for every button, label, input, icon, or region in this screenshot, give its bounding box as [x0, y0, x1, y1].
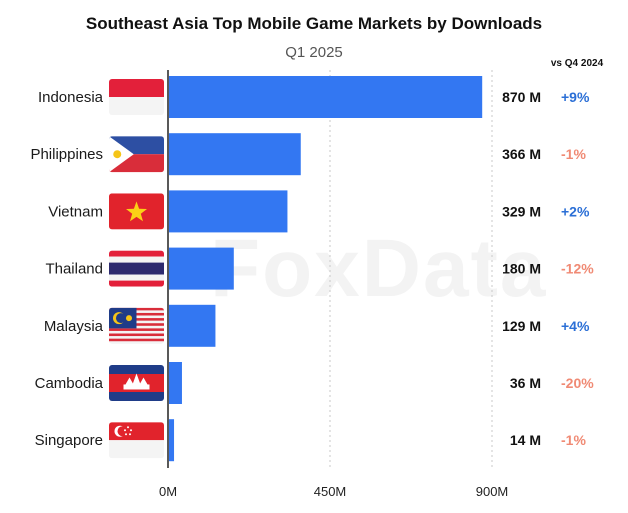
value-label: 14 M — [510, 432, 541, 448]
x-tick-label: 450M — [314, 484, 347, 499]
bar — [169, 76, 483, 118]
chart-subtitle: Q1 2025 — [285, 44, 343, 61]
watermark: FoxData — [210, 223, 548, 314]
bar — [169, 133, 301, 176]
category-label: Indonesia — [38, 89, 104, 106]
category-label: Thailand — [45, 261, 103, 278]
category-label: Singapore — [35, 432, 103, 449]
category-label: Cambodia — [35, 375, 104, 392]
value-label: 329 M — [502, 203, 541, 219]
change-label: +9% — [561, 89, 590, 105]
value-label: 180 M — [502, 261, 541, 277]
bar — [169, 190, 288, 233]
x-tick-label: 0M — [159, 484, 177, 499]
vietnam-flag-icon — [109, 193, 164, 230]
bar — [169, 304, 216, 347]
change-label: -12% — [561, 261, 594, 277]
change-label: +2% — [561, 203, 590, 219]
philippines-flag-icon — [109, 136, 164, 173]
malaysia-flag-icon — [109, 307, 164, 344]
thailand-flag-icon — [109, 250, 164, 287]
category-label: Vietnam — [48, 203, 103, 220]
change-label: -20% — [561, 375, 594, 391]
x-tick-label: 900M — [476, 484, 509, 499]
category-label: Malaysia — [44, 318, 104, 335]
change-label: -1% — [561, 432, 586, 448]
value-label: 36 M — [510, 375, 541, 391]
change-label: +4% — [561, 318, 590, 334]
value-label: 129 M — [502, 318, 541, 334]
value-label: 366 M — [502, 146, 541, 162]
change-label: -1% — [561, 146, 586, 162]
chart-title: Southeast Asia Top Mobile Game Markets b… — [85, 14, 543, 33]
comparison-header: vs Q4 2024 — [550, 58, 604, 69]
singapore-flag-icon — [109, 422, 164, 459]
bar — [169, 419, 175, 462]
category-label: Philippines — [30, 146, 103, 163]
cambodia-flag-icon — [109, 365, 164, 401]
bar — [169, 362, 182, 404]
value-label: 870 M — [502, 89, 541, 105]
indonesia-flag-icon — [109, 79, 164, 115]
bar — [169, 247, 234, 290]
